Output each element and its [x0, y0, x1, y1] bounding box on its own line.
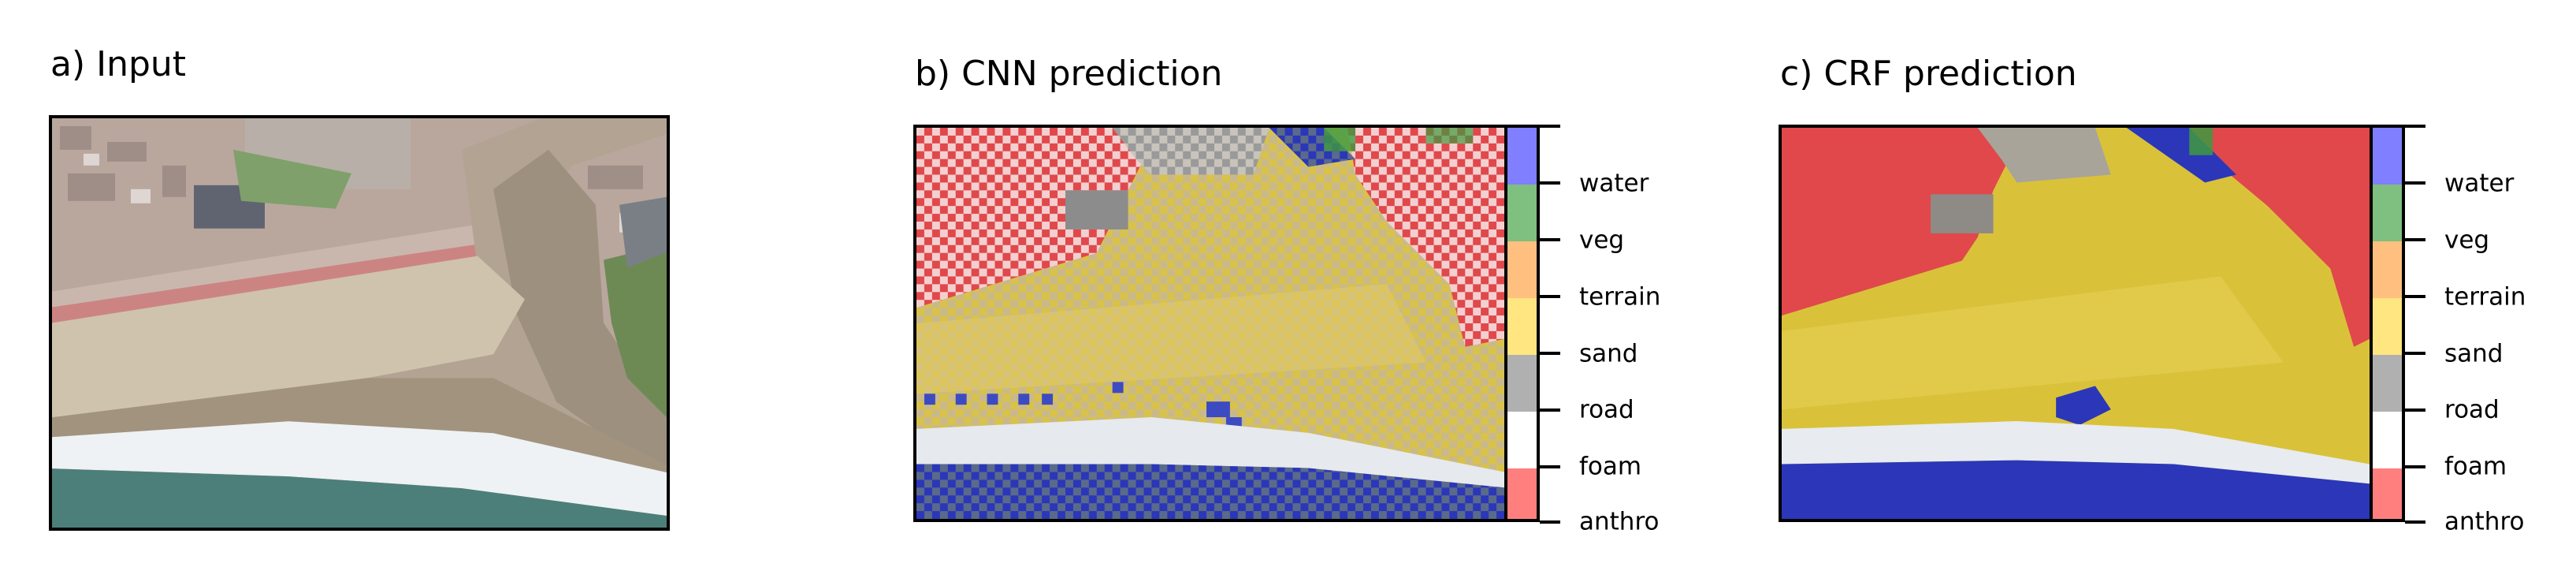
crf-label-sand: sand — [2444, 339, 2504, 368]
crf-colorbar-anthro — [2373, 468, 2402, 519]
cnn-tick — [1540, 409, 1560, 412]
crf-colorbar-sand — [2373, 298, 2402, 355]
cnn-colorbar-anthro — [1507, 468, 1537, 519]
crf-tick — [2405, 409, 2425, 412]
panel-title-cnn: b) CNN prediction — [915, 54, 1223, 94]
crf-tick — [2405, 295, 2425, 298]
cnn-label-sand: sand — [1579, 339, 1638, 368]
crf-label-terrain: terrain — [2444, 282, 2526, 312]
cnn-colorbar — [1504, 125, 1540, 522]
cnn-label-anthro: anthro — [1579, 507, 1660, 536]
cnn-colorbar-water — [1507, 128, 1537, 185]
crf-prediction-image — [1779, 125, 2373, 522]
cnn-tick — [1540, 125, 1560, 128]
crf-colorbar-road — [2373, 355, 2402, 412]
cnn-tick — [1540, 520, 1560, 524]
cnn-colorbar-foam — [1507, 412, 1537, 468]
cnn-colorbar-sand — [1507, 298, 1537, 355]
crf-label-water: water — [2444, 169, 2515, 198]
cnn-label-terrain: terrain — [1579, 282, 1661, 312]
cnn-colorbar-road — [1507, 355, 1537, 412]
cnn-tick — [1540, 352, 1560, 355]
cnn-tick — [1540, 465, 1560, 468]
cnn-label-road: road — [1579, 395, 1634, 424]
cnn-prediction-image — [913, 125, 1507, 522]
panel-title-input: a) Input — [50, 44, 187, 84]
crf-label-veg: veg — [2444, 226, 2490, 255]
crf-colorbar-foam — [2373, 412, 2402, 468]
crf-tick — [2405, 125, 2425, 128]
crf-overlay-graphic — [1782, 128, 2370, 519]
crf-label-road: road — [2444, 395, 2500, 424]
crf-tick — [2405, 465, 2425, 468]
crf-tick — [2405, 181, 2425, 185]
cnn-overlay-graphic — [916, 128, 1504, 519]
crf-tick — [2405, 352, 2425, 355]
crf-colorbar-veg — [2373, 185, 2402, 241]
input-photo-graphic — [52, 118, 667, 528]
crf-label-foam: foam — [2444, 452, 2507, 481]
crf-colorbar-terrain — [2373, 241, 2402, 298]
crf-colorbar — [2370, 125, 2405, 522]
cnn-label-veg: veg — [1579, 226, 1625, 255]
cnn-label-foam: foam — [1579, 452, 1642, 481]
cnn-tick — [1540, 295, 1560, 298]
input-image — [49, 115, 670, 531]
cnn-tick — [1540, 238, 1560, 241]
cnn-colorbar-veg — [1507, 185, 1537, 241]
cnn-colorbar-terrain — [1507, 241, 1537, 298]
crf-tick — [2405, 238, 2425, 241]
cnn-label-water: water — [1579, 169, 1649, 198]
cnn-tick — [1540, 181, 1560, 185]
crf-label-anthro: anthro — [2444, 507, 2525, 536]
panel-title-crf: c) CRF prediction — [1780, 54, 2077, 94]
crf-tick — [2405, 520, 2425, 524]
crf-colorbar-water — [2373, 128, 2402, 185]
